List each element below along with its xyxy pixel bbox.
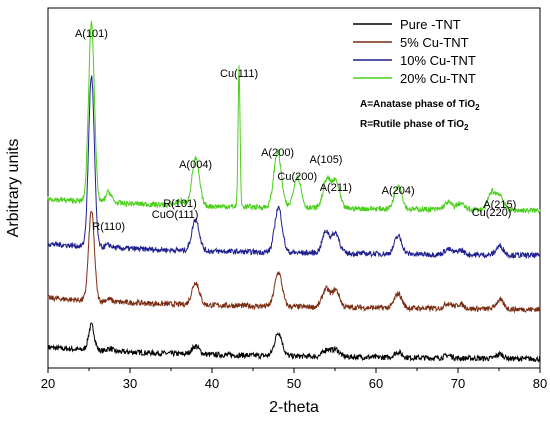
series-line-1 — [47, 322, 541, 363]
legend: Pure -TNT 5% Cu-TNT 10% Cu-TNT 20% Cu-TNT — [353, 17, 476, 86]
peak-annotation: Cu(111) — [220, 68, 258, 80]
phase-note-text: R=Rutile phase of TiO — [360, 119, 464, 130]
legend-entry: Pure -TNT — [400, 17, 461, 32]
x-axis-label: 2-theta — [269, 399, 319, 416]
peak-annotation: Cu(220) — [472, 207, 512, 219]
peak-annotation: CuO(111) — [152, 209, 199, 221]
series-line-4 — [47, 20, 541, 215]
phase-note-text: A=Anatase phase of TiO — [360, 99, 475, 110]
x-tick-label: 50 — [287, 376, 301, 391]
x-tick-label: 70 — [451, 376, 465, 391]
x-tick-label: 60 — [369, 376, 383, 391]
y-axis-label: Arbitrary units — [5, 139, 22, 238]
x-axis-ticks: 20 30 40 50 60 70 80 — [41, 368, 547, 391]
peak-annotation: A(101) — [75, 28, 108, 40]
legend-entry: 20% Cu-TNT — [400, 71, 476, 86]
series-line-3 — [47, 75, 541, 260]
series-layer — [47, 20, 541, 363]
peak-annotation: A(211) — [320, 182, 352, 194]
phase-note: R=Rutile phase of TiO2 — [360, 119, 469, 132]
peak-annotation: Cu(200) — [277, 171, 317, 183]
phase-note: A=Anatase phase of TiO2 — [360, 99, 480, 112]
series-line-2 — [47, 210, 541, 314]
x-tick-label: 30 — [123, 376, 137, 391]
peak-annotation: R(110) — [92, 221, 125, 233]
phase-note-subscript: 2 — [464, 123, 469, 132]
peak-annotation: A(204) — [382, 185, 415, 197]
x-tick-label: 40 — [205, 376, 219, 391]
peak-annotation: A(215) — [483, 199, 516, 211]
peak-annotation: A(004) — [179, 159, 212, 171]
phase-note-subscript: 2 — [475, 103, 480, 112]
peak-annotations: A(101) R(110) CuO(111)R(101) A(004) Cu(111) A… — [75, 28, 516, 233]
x-tick-label: 20 — [41, 376, 55, 391]
peak-annotation: A(200) — [261, 147, 294, 159]
legend-entry: 10% Cu-TNT — [400, 53, 476, 68]
x-tick-label: 80 — [533, 376, 547, 391]
legend-entry: 5% Cu-TNT — [400, 35, 469, 50]
peak-annotation: A(105) — [309, 154, 342, 166]
peak-annotation: R(101) — [163, 198, 197, 210]
